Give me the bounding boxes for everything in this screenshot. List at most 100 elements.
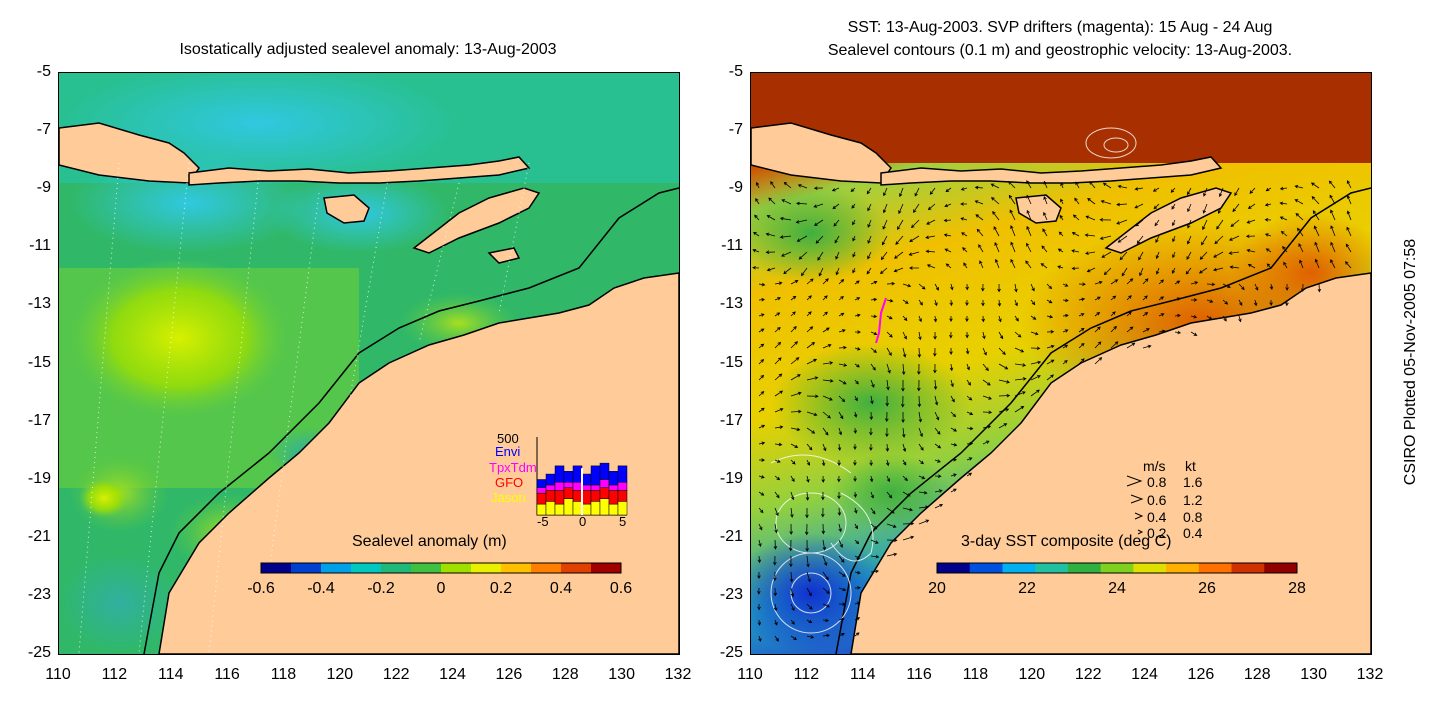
velocity-arrow — [806, 475, 810, 483]
velocity-arrow — [1030, 283, 1035, 292]
velocity-arrow — [822, 587, 830, 594]
velocity-arrow — [790, 475, 795, 483]
velocity-arrow — [934, 443, 942, 449]
velocity-arrow — [1213, 251, 1224, 258]
velocity-arrow — [1026, 209, 1032, 221]
y-tick-label: -19 — [719, 469, 743, 487]
velocity-arrow — [758, 313, 765, 317]
velocity-arrow — [1155, 235, 1160, 243]
velocity-arrow — [990, 183, 1000, 189]
velocity-arrow — [1280, 230, 1288, 237]
y-tick-label: -5 — [36, 63, 51, 80]
mission-xtick-5: 5 — [619, 514, 627, 529]
right-map-title-line2: Sealevel contours (0.1 m) and geostrophi… — [827, 42, 1293, 59]
australia-landmass — [158, 272, 679, 654]
velocity-arrow — [1158, 313, 1165, 317]
velocity-arrow — [758, 539, 762, 548]
velocity-arrow — [982, 440, 990, 445]
mission-histogram-bar — [554, 481, 565, 491]
velocity-arrow — [1152, 187, 1160, 192]
velocity-arrow — [965, 283, 969, 291]
velocity-arrow — [1030, 360, 1042, 365]
velocity-arrow — [796, 201, 808, 206]
velocity-arrow — [982, 331, 986, 340]
velocity-arrow — [1110, 311, 1116, 317]
velocity-arrow — [783, 267, 792, 275]
velocity-arrow — [790, 443, 799, 448]
velocity-arrow — [998, 408, 1010, 413]
colorbar-tick-label: 0.4 — [549, 580, 573, 597]
velocity-arrow — [1216, 219, 1224, 230]
colorbar-tick-label: 24 — [1108, 580, 1126, 597]
velocity-arrow — [1238, 315, 1242, 323]
velocity-arrow — [838, 295, 844, 301]
velocity-arrow — [1158, 329, 1166, 334]
mission-histogram-bar — [572, 481, 583, 491]
velocity-arrow — [870, 554, 880, 559]
velocity-arrow — [852, 219, 856, 226]
velocity-arrow — [1043, 211, 1048, 221]
sumba-island — [323, 194, 370, 224]
velocity-arrow — [1062, 329, 1069, 333]
velocity-arrow — [917, 395, 922, 408]
velocity-arrow — [1059, 214, 1064, 221]
velocity-arrow — [1074, 197, 1080, 205]
velocity-arrow — [789, 555, 793, 568]
x-tick-label: 110 — [737, 666, 763, 683]
velocity-arrow — [822, 344, 832, 349]
velocity-arrow — [870, 491, 875, 499]
mission-histogram-bar — [599, 479, 610, 488]
velocity-arrow — [1174, 330, 1182, 335]
velocity-arrow — [757, 619, 762, 626]
velocity-arrow — [774, 523, 778, 534]
velocity-arrow — [982, 363, 989, 372]
velocity-arrow — [950, 427, 958, 432]
velocity-arrow — [774, 619, 778, 626]
sealevel-contours — [770, 127, 1137, 634]
velocity-arrow — [1312, 210, 1320, 221]
velocity-arrow — [1279, 201, 1288, 206]
velocity-arrow — [854, 313, 861, 318]
velocity-arrow — [806, 326, 814, 333]
velocity-arrow — [838, 523, 842, 533]
velocity-arrow — [1078, 358, 1085, 365]
velocity-arrow — [975, 214, 984, 221]
mission-histogram-bar — [617, 490, 628, 502]
velocity-arrow — [1171, 203, 1176, 210]
velocity-arrow — [1121, 267, 1128, 277]
velocity-arrow — [966, 363, 970, 371]
mission-histogram-bar — [563, 471, 574, 483]
velocity-arrow — [1043, 180, 1048, 189]
velocity-arrow — [1230, 219, 1240, 227]
velocity-arrow — [1345, 243, 1352, 253]
velocity-arrow — [1214, 235, 1224, 245]
speed-legend-kt-1: 1.2 — [1183, 492, 1203, 508]
velocity-arrow — [913, 203, 920, 213]
velocity-arrow — [1136, 235, 1144, 244]
velocity-arrow — [1158, 296, 1165, 301]
mission-histogram-bar — [617, 481, 628, 491]
velocity-arrow — [926, 219, 936, 225]
velocity-arrow — [981, 300, 985, 307]
velocity-arrow — [902, 521, 915, 526]
velocity-arrow — [1310, 182, 1320, 189]
velocity-arrow — [879, 267, 888, 275]
velocity-arrow — [1246, 219, 1256, 224]
y-tick-label: -25 — [27, 644, 51, 661]
velocity-arrow — [758, 282, 766, 287]
velocity-arrow — [790, 427, 801, 432]
velocity-arrow — [1062, 298, 1069, 303]
velocity-arrow — [806, 311, 812, 317]
velocity-arrow — [1234, 187, 1240, 197]
velocity-arrow — [950, 442, 958, 447]
velocity-arrow — [774, 408, 784, 413]
speed-legend-kt-0: 1.6 — [1183, 474, 1203, 490]
geostrophic-velocity-arrows — [752, 180, 1352, 642]
velocity-arrow — [838, 427, 843, 436]
velocity-arrow — [852, 267, 856, 274]
velocity-arrow — [966, 411, 974, 416]
velocity-arrow — [1264, 218, 1272, 222]
velocity-arrow — [1025, 260, 1032, 269]
velocity-arrow — [997, 299, 1002, 307]
colorbar-segment — [1002, 563, 1036, 573]
